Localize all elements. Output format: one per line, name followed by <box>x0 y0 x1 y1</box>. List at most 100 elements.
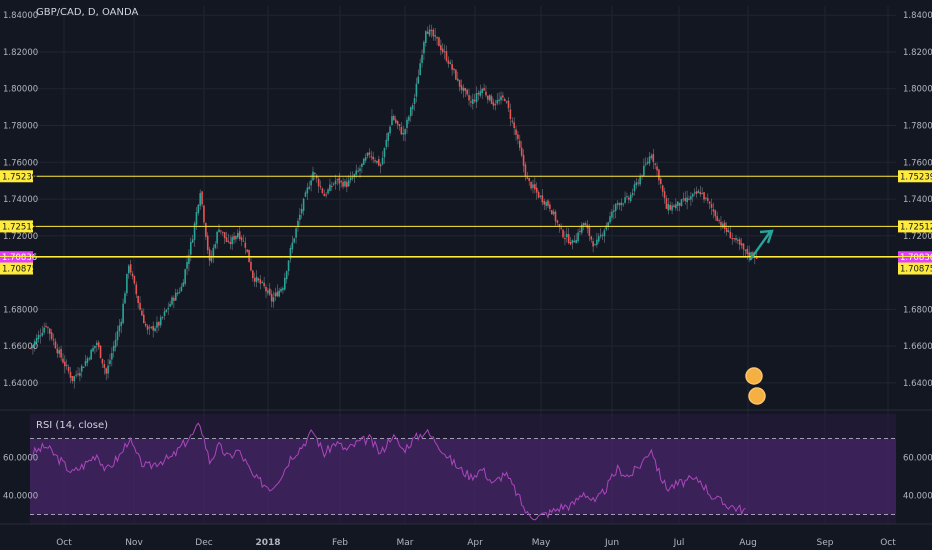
candle-body <box>413 98 416 105</box>
candle-body <box>676 201 679 206</box>
candle-body <box>41 332 44 336</box>
candle-body <box>197 204 200 214</box>
price-tick-label-right: 1.76000 <box>903 158 932 168</box>
candle-body <box>370 156 373 158</box>
candle-body <box>406 119 408 128</box>
candle-body <box>178 291 181 293</box>
candle-body <box>488 95 491 101</box>
candle-body <box>443 51 446 53</box>
candle-body <box>122 303 124 324</box>
candle-body <box>462 87 465 92</box>
candle-body <box>49 328 51 334</box>
candle-body <box>270 293 273 302</box>
candle-body <box>550 210 553 215</box>
candle-body <box>707 198 709 201</box>
candle-body <box>284 277 286 290</box>
candle-body <box>473 99 476 102</box>
candle-body <box>477 92 480 95</box>
candle-body <box>596 239 598 245</box>
candle-body <box>319 186 322 188</box>
candle-body <box>701 193 703 195</box>
candle-body <box>556 220 559 223</box>
candle-body <box>398 124 401 127</box>
time-tick-label: Jun <box>604 538 619 548</box>
candle-body <box>712 209 715 212</box>
candle-body <box>300 209 303 214</box>
candle-body <box>675 204 677 209</box>
candle-body <box>573 240 576 243</box>
candle-body <box>686 197 688 203</box>
candle-body <box>535 187 538 193</box>
candle-body <box>665 198 668 209</box>
candle-body <box>342 181 344 187</box>
time-tick-label: Oct <box>880 538 896 548</box>
candle-body <box>663 191 666 198</box>
candle-body <box>383 147 386 158</box>
candle-body <box>699 192 702 195</box>
candle-body <box>449 62 452 64</box>
candle-body <box>205 222 207 237</box>
candle-body <box>520 147 523 156</box>
candle-body <box>238 231 241 240</box>
candle-body <box>425 31 427 44</box>
candle-body <box>492 102 495 106</box>
candle-body <box>725 227 728 232</box>
price-tick-label-right: 1.72000 <box>903 232 932 242</box>
candle-body <box>479 91 482 96</box>
candle-body <box>203 205 205 223</box>
candle-body <box>644 163 647 165</box>
candle-body <box>502 95 504 98</box>
candle-body <box>299 214 301 220</box>
candle-body <box>500 96 502 101</box>
candle-body <box>212 247 215 257</box>
candle-body <box>67 366 70 372</box>
candle-body <box>80 365 83 372</box>
candle-body <box>684 198 687 201</box>
candle-body <box>199 193 201 206</box>
candle-body <box>129 264 132 273</box>
candle-body <box>389 126 391 134</box>
candle-body <box>357 170 359 172</box>
candle-body <box>176 292 179 294</box>
candle-body <box>366 152 369 157</box>
candle-body <box>503 98 506 102</box>
candle-body <box>440 45 442 51</box>
candle-body <box>268 288 271 295</box>
event-icon[interactable] <box>748 387 766 405</box>
level-tag-right <box>898 220 932 233</box>
candle-body <box>611 211 613 218</box>
candle-body <box>601 235 604 237</box>
candle-body <box>628 197 630 200</box>
candle-body <box>152 325 154 331</box>
candle-body <box>103 363 106 368</box>
candle-body <box>77 373 79 375</box>
candle-body <box>65 364 68 366</box>
candle-body <box>490 96 493 104</box>
candle-body <box>221 231 224 233</box>
candle-body <box>737 239 739 241</box>
candle-body <box>361 163 363 167</box>
candle-body <box>154 328 156 332</box>
candle-body <box>180 286 183 292</box>
candle-body <box>86 358 89 363</box>
candle-body <box>293 238 295 243</box>
candle-body <box>297 220 299 228</box>
candle-body <box>240 237 243 241</box>
candle-body <box>409 107 412 117</box>
candle-body <box>695 191 698 194</box>
level-tag-right <box>898 251 932 264</box>
candle-body <box>513 122 515 129</box>
candle-body <box>577 232 579 242</box>
candle-body <box>466 89 468 95</box>
candle-body <box>116 331 119 341</box>
candle-body <box>169 303 171 307</box>
price-tick-label-left: 1.74000 <box>3 195 38 205</box>
candle-body <box>515 129 517 135</box>
candle-body <box>735 237 737 241</box>
price-tick-label-left: 1.76000 <box>3 158 38 168</box>
candle-body <box>671 205 673 211</box>
candle-body <box>174 292 177 301</box>
candle-body <box>705 197 707 199</box>
event-icon[interactable] <box>745 367 763 385</box>
time-tick-label: Apr <box>467 538 483 548</box>
